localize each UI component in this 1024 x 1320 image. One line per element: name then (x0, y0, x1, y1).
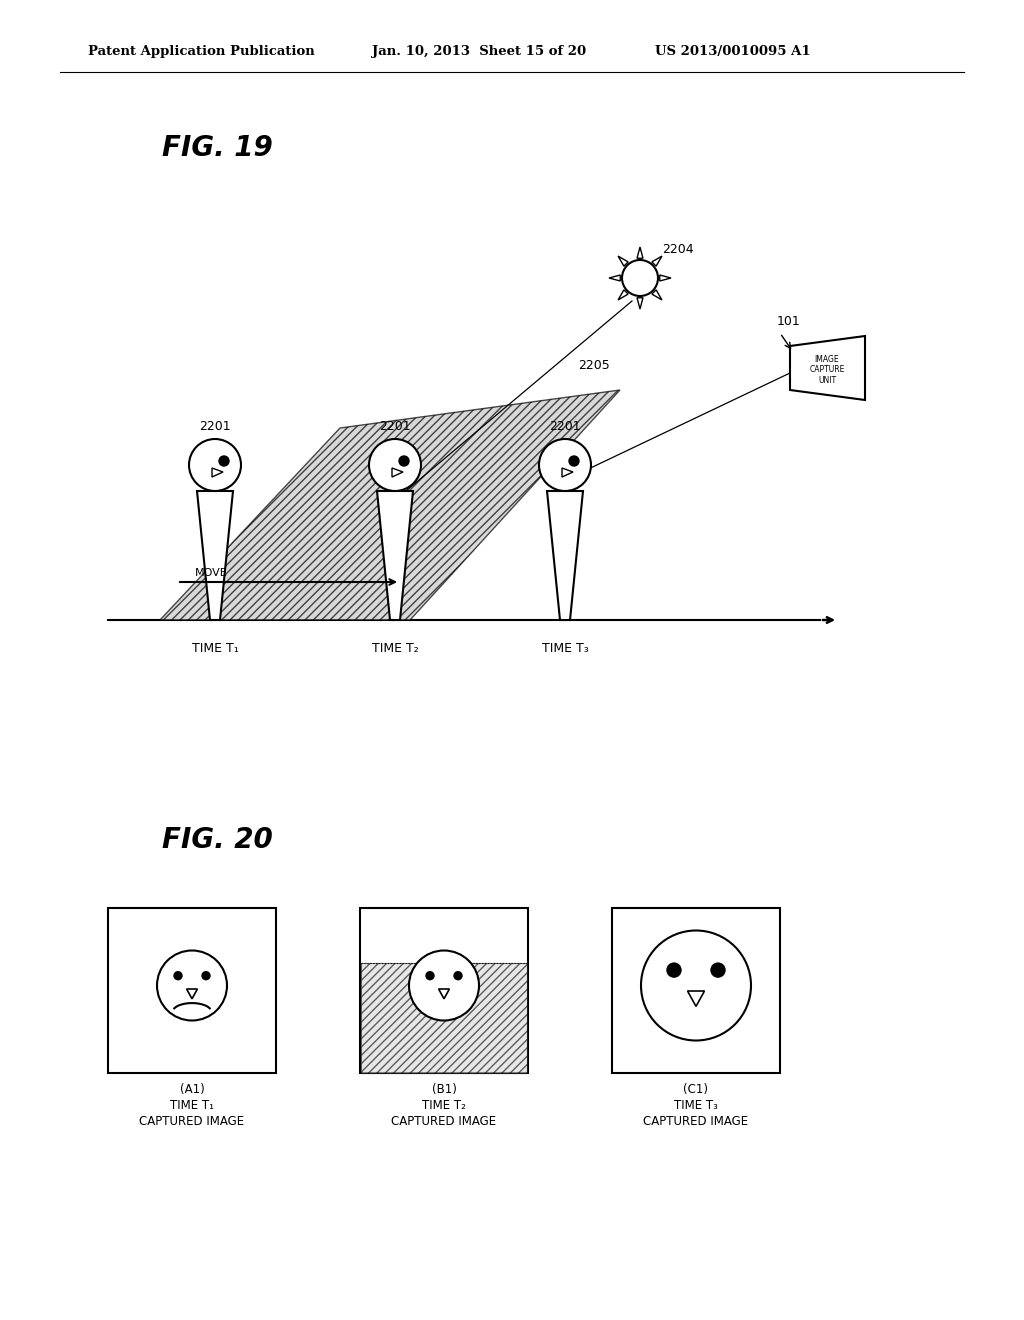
Circle shape (426, 972, 434, 979)
Polygon shape (637, 298, 643, 309)
Polygon shape (659, 275, 671, 281)
Text: MOVE: MOVE (195, 568, 227, 578)
Polygon shape (618, 290, 628, 300)
Circle shape (219, 455, 229, 466)
Circle shape (539, 440, 591, 491)
Text: 101: 101 (777, 315, 801, 327)
Text: (B1): (B1) (431, 1082, 457, 1096)
Circle shape (641, 931, 751, 1040)
Circle shape (157, 950, 227, 1020)
Polygon shape (160, 389, 620, 620)
Text: 2204: 2204 (662, 243, 693, 256)
Circle shape (369, 440, 421, 491)
Polygon shape (377, 491, 413, 620)
Circle shape (189, 440, 241, 491)
FancyBboxPatch shape (361, 964, 527, 1073)
Circle shape (202, 972, 210, 979)
Circle shape (174, 972, 182, 979)
Text: CAPTURED IMAGE: CAPTURED IMAGE (139, 1115, 245, 1129)
Polygon shape (392, 469, 403, 477)
Text: FIG. 19: FIG. 19 (162, 135, 272, 162)
Polygon shape (562, 469, 573, 477)
Circle shape (667, 964, 681, 977)
Circle shape (409, 950, 479, 1020)
Circle shape (399, 455, 409, 466)
Polygon shape (438, 989, 450, 999)
Text: Jan. 10, 2013  Sheet 15 of 20: Jan. 10, 2013 Sheet 15 of 20 (372, 45, 586, 58)
Circle shape (569, 455, 579, 466)
Text: IMAGE
CAPTURE
UNIT: IMAGE CAPTURE UNIT (809, 355, 845, 385)
Polygon shape (790, 337, 865, 400)
Text: (A1): (A1) (179, 1082, 205, 1096)
Circle shape (454, 972, 462, 979)
Text: TIME T₁: TIME T₁ (170, 1100, 214, 1111)
Text: TIME T₂: TIME T₂ (372, 642, 419, 655)
Text: 2201: 2201 (549, 420, 581, 433)
Polygon shape (618, 256, 628, 267)
Text: FIG. 20: FIG. 20 (162, 826, 272, 854)
Text: CAPTURED IMAGE: CAPTURED IMAGE (391, 1115, 497, 1129)
Polygon shape (652, 290, 662, 300)
Text: Patent Application Publication: Patent Application Publication (88, 45, 314, 58)
Text: TIME T₂: TIME T₂ (422, 1100, 466, 1111)
Polygon shape (637, 247, 643, 259)
Text: TIME T₁: TIME T₁ (191, 642, 239, 655)
Text: 2201: 2201 (200, 420, 230, 433)
Text: CAPTURED IMAGE: CAPTURED IMAGE (643, 1115, 749, 1129)
FancyBboxPatch shape (612, 908, 780, 1073)
Text: 2205: 2205 (579, 359, 610, 372)
FancyBboxPatch shape (360, 908, 528, 1073)
Polygon shape (609, 275, 621, 281)
Polygon shape (197, 491, 233, 620)
Polygon shape (652, 256, 662, 267)
Polygon shape (212, 469, 223, 477)
FancyBboxPatch shape (108, 908, 276, 1073)
Polygon shape (687, 991, 705, 1006)
Circle shape (622, 260, 658, 296)
Text: 2201: 2201 (379, 420, 411, 433)
Text: US 2013/0010095 A1: US 2013/0010095 A1 (655, 45, 811, 58)
Circle shape (711, 964, 725, 977)
Text: TIME T₃: TIME T₃ (674, 1100, 718, 1111)
Polygon shape (547, 491, 583, 620)
Text: TIME T₃: TIME T₃ (542, 642, 589, 655)
Text: (C1): (C1) (683, 1082, 709, 1096)
Polygon shape (186, 989, 198, 999)
